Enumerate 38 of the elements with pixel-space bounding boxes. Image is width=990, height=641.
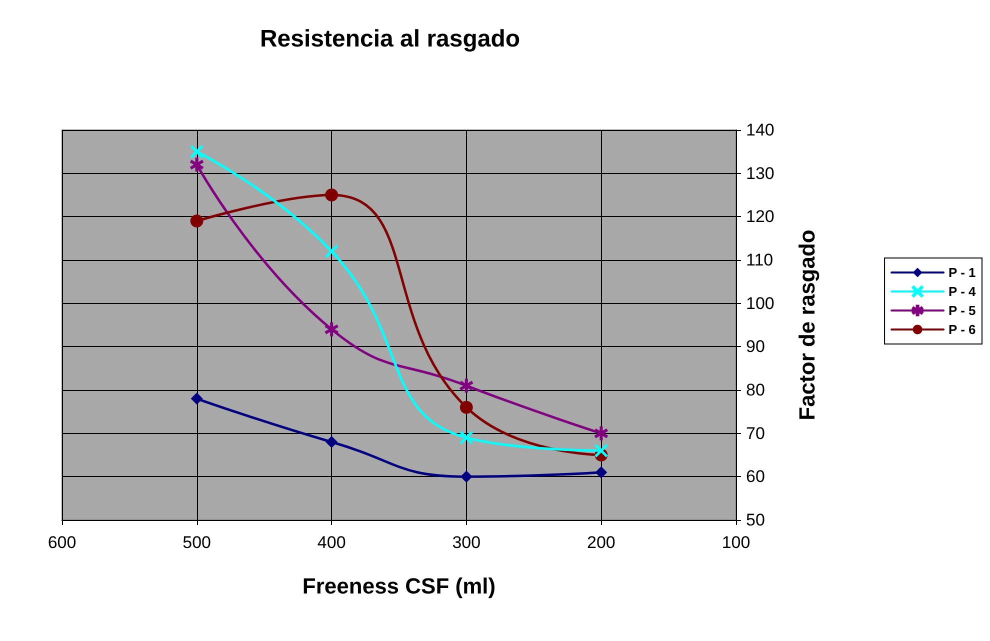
legend-label: P - 5 xyxy=(948,303,976,318)
y-tick-label: 80 xyxy=(746,380,765,400)
x-tick-label: 100 xyxy=(722,533,750,552)
point xyxy=(460,470,472,483)
y-tick-label: 70 xyxy=(746,424,765,443)
point xyxy=(324,322,338,336)
point xyxy=(460,431,473,444)
point xyxy=(190,214,204,228)
y-axis-title: Factor de rasgado xyxy=(794,230,820,420)
point xyxy=(594,426,608,440)
point xyxy=(190,392,203,405)
y-tick-label: 60 xyxy=(746,467,765,486)
y-tick-label: 130 xyxy=(746,164,774,183)
point xyxy=(190,158,204,172)
point xyxy=(325,244,338,258)
x-tick-label: 400 xyxy=(317,533,346,552)
point xyxy=(595,466,608,478)
point xyxy=(594,444,608,458)
legend-label: P - 4 xyxy=(948,284,977,299)
point xyxy=(190,145,204,158)
point xyxy=(460,400,473,414)
legend-label: P - 1 xyxy=(948,265,976,280)
chart-title: Resistencia al rasgado xyxy=(260,26,520,52)
x-tick-label: 300 xyxy=(452,533,481,552)
y-tick-label: 50 xyxy=(746,510,765,530)
x-tick-label: 600 xyxy=(48,533,76,552)
y-tick-label: 100 xyxy=(746,294,774,313)
point xyxy=(326,436,338,448)
x-tick-label: 500 xyxy=(182,533,211,552)
point xyxy=(325,188,338,202)
y-tick-label: 120 xyxy=(746,207,774,226)
point xyxy=(460,378,474,393)
y-tick-label: 140 xyxy=(746,120,774,140)
x-tick-label: 200 xyxy=(587,533,616,552)
legend-label: P - 6 xyxy=(948,322,976,337)
x-axis-title: Freeness CSF (ml) xyxy=(302,574,496,598)
y-tick-label: 110 xyxy=(746,250,774,270)
y-tick-label: 90 xyxy=(746,337,765,356)
